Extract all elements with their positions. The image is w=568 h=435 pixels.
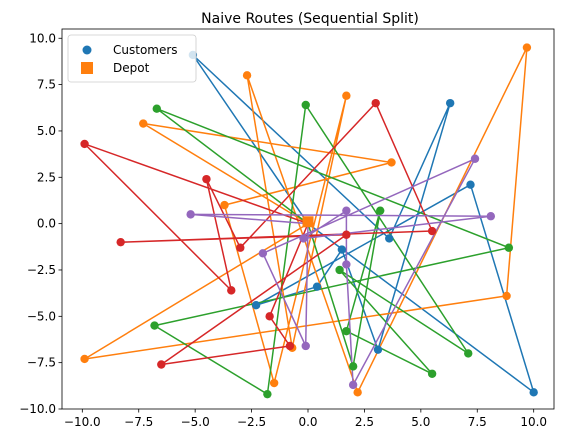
x-tick-label: 0.0 bbox=[298, 415, 317, 429]
y-tick-label: 0.0 bbox=[37, 217, 56, 231]
legend-customers-marker bbox=[82, 45, 92, 55]
x-tick-label: 10.0 bbox=[520, 415, 547, 429]
route-4-stop bbox=[371, 98, 380, 108]
y-tick-label: −10.0 bbox=[19, 402, 56, 416]
x-tick-label: 5.0 bbox=[411, 415, 430, 429]
route-4-stop bbox=[227, 286, 236, 295]
route-5-stop bbox=[342, 206, 351, 215]
legend-depot-marker bbox=[81, 62, 93, 74]
route-1-stop bbox=[251, 300, 261, 310]
route-4-stop bbox=[157, 360, 166, 369]
x-tick-label: −2.5 bbox=[237, 415, 266, 429]
y-tick-label: 5.0 bbox=[37, 124, 56, 138]
route-5-stop bbox=[301, 341, 310, 351]
route-3-stop bbox=[348, 362, 358, 371]
route-1-stop bbox=[337, 245, 347, 254]
routes-layer bbox=[80, 43, 538, 399]
route-5-stop bbox=[258, 249, 268, 258]
route-3-stop bbox=[427, 369, 437, 378]
legend: Customers Depot bbox=[67, 34, 197, 83]
route-5-stop bbox=[348, 380, 358, 390]
route-3-stop bbox=[150, 321, 159, 330]
route-3-stop bbox=[263, 389, 272, 399]
x-tick-label: 7.5 bbox=[468, 415, 487, 429]
route-5-stop bbox=[470, 154, 480, 163]
route-3-stop bbox=[504, 243, 514, 252]
route-4-stop bbox=[236, 243, 245, 252]
route-4-stop bbox=[427, 226, 437, 236]
route-3-stop bbox=[464, 349, 473, 358]
route-2-stop bbox=[139, 119, 148, 128]
legend-customers-label: Customers bbox=[113, 43, 178, 57]
route-2-stop bbox=[502, 291, 511, 301]
route-2-stop bbox=[387, 158, 396, 167]
x-tick-label: 2.5 bbox=[355, 415, 374, 429]
axes-layer: −10.0 −7.5 −5.0 −2.5 0.0 2.5 5.0 7.5 10.0 −10.0 −7… bbox=[19, 28, 555, 429]
x-tick-label: −5.0 bbox=[181, 415, 210, 429]
route-1-stop bbox=[373, 345, 383, 354]
route-2-stop bbox=[269, 378, 279, 388]
x-tick-label: −7.5 bbox=[124, 415, 153, 429]
depot-marker bbox=[302, 216, 314, 228]
route-2-stop bbox=[80, 354, 89, 364]
route-3-stop bbox=[376, 206, 385, 215]
x-tick-label: −10.0 bbox=[64, 415, 101, 429]
route-1-stop bbox=[312, 282, 322, 291]
route-4-stop bbox=[116, 237, 125, 247]
y-tick-label: 10.0 bbox=[29, 31, 56, 45]
route-4-stop bbox=[342, 230, 351, 239]
legend-depot-label: Depot bbox=[113, 61, 150, 75]
route-3-stop bbox=[301, 100, 310, 110]
chart-title: Naive Routes (Sequential Split) bbox=[201, 11, 419, 27]
route-5-stop bbox=[299, 234, 308, 243]
y-tick-label: 7.5 bbox=[37, 78, 56, 92]
route-1-stop bbox=[529, 388, 538, 397]
route-3-stop bbox=[335, 265, 344, 275]
route-5-stop bbox=[342, 260, 351, 269]
legend-box bbox=[67, 34, 197, 83]
route-2-stop bbox=[342, 91, 351, 100]
route-5-stop bbox=[186, 210, 195, 219]
route-4-stop bbox=[285, 341, 295, 351]
y-tick-label: −5.0 bbox=[27, 309, 56, 323]
route-2-stop bbox=[220, 200, 229, 210]
route-3-stop bbox=[152, 104, 161, 113]
route-4-stop bbox=[202, 174, 211, 184]
route-4-stop bbox=[265, 312, 274, 321]
route-3-stop bbox=[342, 326, 351, 336]
route-1-stop bbox=[466, 180, 475, 189]
route-2-stop bbox=[353, 388, 362, 397]
route-4-stop bbox=[80, 139, 89, 149]
route-1-stop bbox=[385, 234, 394, 243]
route-5-stop bbox=[486, 212, 496, 221]
y-tick-label: −2.5 bbox=[27, 263, 56, 277]
route-2-stop bbox=[242, 71, 252, 80]
y-tick-label: −7.5 bbox=[27, 356, 56, 370]
route-2-stop bbox=[522, 43, 532, 52]
route-1-stop bbox=[445, 98, 455, 108]
y-tick-label: 2.5 bbox=[37, 170, 56, 184]
